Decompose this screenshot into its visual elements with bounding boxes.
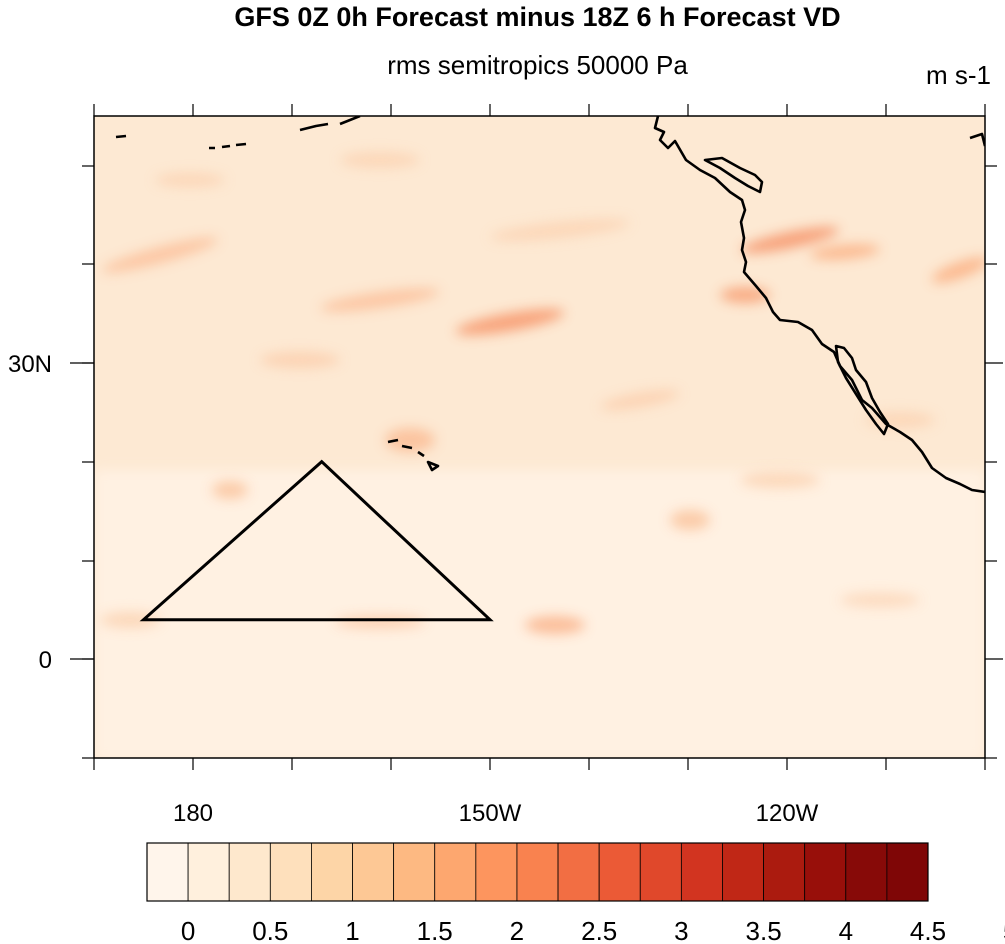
x-label-180: 180 <box>173 800 213 827</box>
colorbar-swatch <box>763 842 806 902</box>
x-label-120w: 120W <box>756 800 819 827</box>
plot-frame <box>93 115 986 759</box>
colorbar-swatch <box>639 842 682 902</box>
colorbar-label: 1.5 <box>417 916 453 944</box>
colorbar-label: 0 <box>181 916 195 944</box>
colorbar-swatch <box>146 842 189 902</box>
colorbar-swatch <box>187 842 230 902</box>
colorbar-label: 0.5 <box>252 916 288 944</box>
coastlines <box>115 116 985 494</box>
colorbar-label: 3 <box>674 916 688 944</box>
colorbar-label: 1 <box>345 916 359 944</box>
colorbar-swatch <box>352 842 395 902</box>
colorbar-label: 2.5 <box>581 916 617 944</box>
colorbar <box>146 842 929 902</box>
colorbar-swatch <box>804 842 847 902</box>
region-triangle <box>139 459 494 622</box>
colorbar-swatch <box>845 842 888 902</box>
y-label-30n: 30N <box>8 351 52 378</box>
colorbar-labels: 0 0.5 1 1.5 2 2.5 3 3.5 4 4.5 5 <box>181 916 1005 944</box>
colorbar-swatch <box>311 842 353 902</box>
colorbar-label: 2 <box>510 916 524 944</box>
colorbar-swatch <box>886 842 929 902</box>
colorbar-swatch <box>475 842 518 902</box>
colorbar-label: 4.5 <box>910 916 946 944</box>
colorbar-label: 5 <box>1003 916 1005 944</box>
colorbar-swatch <box>557 842 600 902</box>
colorbar-swatch <box>722 842 764 902</box>
units-label: m s-1 <box>926 60 991 90</box>
colorbar-swatch <box>269 842 312 902</box>
colorbar-swatch <box>228 842 271 902</box>
colorbar-swatch <box>680 842 723 902</box>
axis-ticks <box>70 104 1003 770</box>
chart-title: GFS 0Z 0h Forecast minus 18Z 6 h Forecas… <box>234 2 841 32</box>
rms-field <box>94 116 985 758</box>
chart-subtitle: rms semitropics 50000 Pa <box>387 50 688 80</box>
colorbar-label: 4 <box>839 916 853 944</box>
colorbar-label: 3.5 <box>746 916 782 944</box>
colorbar-swatch <box>516 842 559 902</box>
colorbar-frame <box>146 842 929 902</box>
colorbar-swatch <box>434 842 477 902</box>
colorbar-swatch <box>393 842 436 902</box>
colorbar-swatch <box>598 842 641 902</box>
y-label-0: 0 <box>39 647 52 674</box>
x-label-150w: 150W <box>459 800 522 827</box>
